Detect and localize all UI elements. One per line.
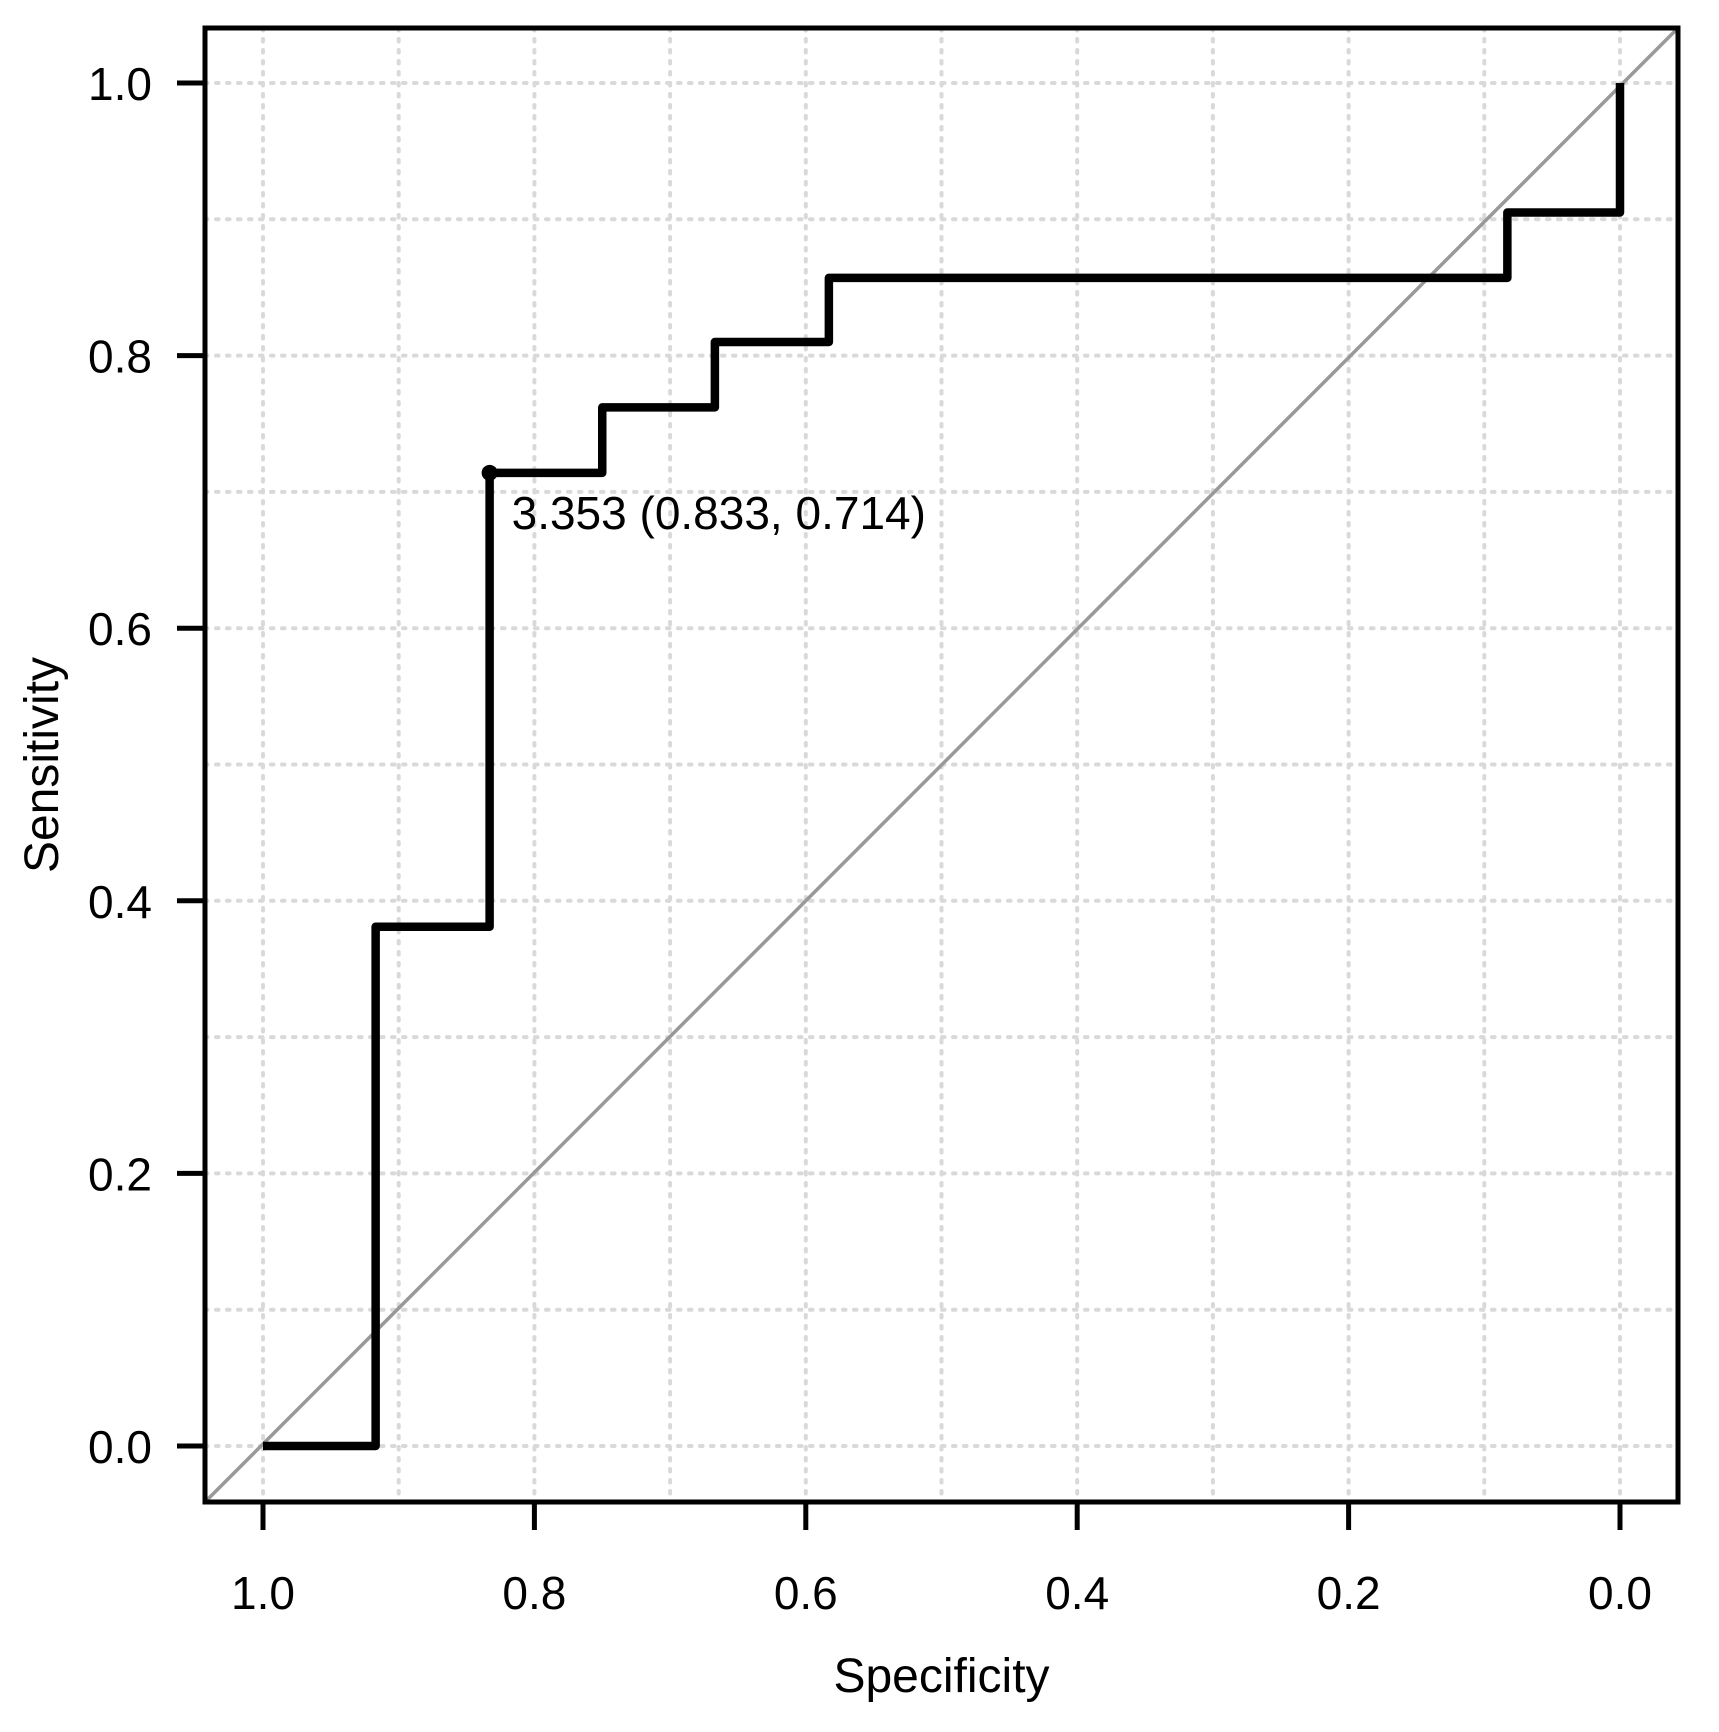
plot-box-border [202, 25, 1681, 1505]
y-tick-label: 0.8 [88, 331, 152, 383]
y-axis-ticks: 0.0 0.2 0.4 0.6 0.8 1.0 [88, 58, 205, 1473]
y-tick-label: 0.4 [88, 876, 152, 928]
roc-curve [263, 83, 1625, 1451]
y-tick-label: 0.2 [88, 1148, 152, 1200]
y-tick-label: 0.6 [88, 603, 152, 655]
y-tick-label: 1.0 [88, 58, 152, 110]
x-tick-label: 0.4 [1045, 1567, 1109, 1619]
best-threshold-point [481, 464, 498, 481]
x-axis-ticks: 1.0 0.8 0.6 0.4 0.2 0.0 [231, 1502, 1652, 1619]
x-tick-label: 0.8 [502, 1567, 566, 1619]
best-threshold-annotation: 3.353 (0.833, 0.714) [512, 487, 926, 539]
x-tick-label: 1.0 [231, 1567, 295, 1619]
y-axis-title: Sensitivity [16, 657, 69, 873]
x-axis-title: Specificity [833, 1650, 1049, 1703]
y-tick-label: 0.0 [88, 1421, 152, 1473]
x-tick-label: 0.2 [1317, 1567, 1381, 1619]
x-tick-label: 0.0 [1588, 1567, 1652, 1619]
x-tick-label: 0.6 [774, 1567, 838, 1619]
